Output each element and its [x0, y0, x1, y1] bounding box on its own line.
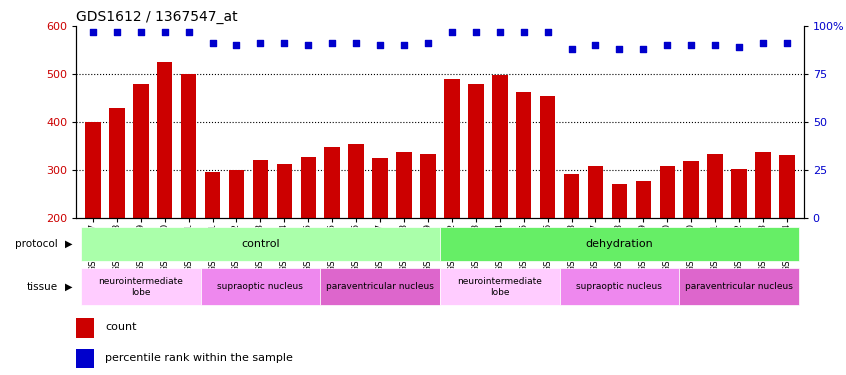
Bar	[559, 268, 679, 305]
Bar	[157, 62, 173, 217]
Bar	[205, 172, 220, 217]
Point	[684, 42, 698, 48]
Bar	[277, 164, 292, 218]
Text: supraoptic nucleus: supraoptic nucleus	[576, 282, 662, 291]
Point	[301, 42, 315, 48]
Point	[349, 40, 363, 46]
Bar	[563, 174, 580, 217]
Point	[565, 46, 579, 52]
Point	[206, 40, 219, 46]
Bar	[372, 158, 387, 218]
Text: protocol: protocol	[15, 239, 58, 249]
Point	[254, 40, 267, 46]
Bar	[468, 84, 484, 218]
Bar	[253, 160, 268, 218]
Point	[589, 42, 602, 48]
Bar	[440, 268, 559, 305]
Text: count: count	[105, 322, 137, 332]
Bar	[516, 92, 531, 218]
Bar	[81, 268, 201, 305]
Text: neurointermediate
lobe: neurointermediate lobe	[98, 277, 184, 297]
Bar	[76, 349, 94, 368]
Point	[110, 29, 124, 35]
Text: paraventricular nucleus: paraventricular nucleus	[685, 282, 793, 291]
Point	[661, 42, 674, 48]
Point	[517, 29, 530, 35]
Point	[445, 29, 459, 35]
Bar	[612, 184, 627, 218]
Bar	[133, 84, 149, 218]
Text: percentile rank within the sample: percentile rank within the sample	[105, 353, 293, 363]
Bar	[540, 96, 555, 218]
Bar	[181, 74, 196, 217]
Point	[780, 40, 794, 46]
Text: ▶: ▶	[65, 239, 73, 249]
Point	[756, 40, 770, 46]
Point	[230, 42, 244, 48]
Bar	[228, 170, 244, 217]
Point	[134, 29, 147, 35]
Bar	[684, 160, 699, 218]
Text: paraventricular nucleus: paraventricular nucleus	[327, 282, 434, 291]
Bar	[635, 181, 651, 218]
Bar	[321, 268, 440, 305]
Text: supraoptic nucleus: supraoptic nucleus	[217, 282, 304, 291]
Bar	[444, 79, 459, 218]
Bar	[396, 152, 412, 217]
Point	[182, 29, 195, 35]
Bar	[300, 157, 316, 218]
Point	[469, 29, 482, 35]
Bar	[325, 147, 340, 218]
Bar	[779, 155, 794, 218]
Point	[733, 44, 746, 50]
Bar	[660, 166, 675, 218]
Point	[708, 42, 722, 48]
Bar	[81, 227, 440, 261]
Bar	[349, 144, 364, 218]
Bar	[109, 108, 124, 218]
Text: neurointermediate
lobe: neurointermediate lobe	[458, 277, 542, 297]
Text: ▶: ▶	[65, 282, 73, 292]
Text: tissue: tissue	[27, 282, 58, 292]
Text: control: control	[241, 239, 280, 249]
Point	[277, 40, 291, 46]
Bar	[85, 122, 101, 218]
Bar	[440, 227, 799, 261]
Point	[158, 29, 172, 35]
Point	[86, 29, 100, 35]
Bar	[588, 166, 603, 218]
Bar	[731, 169, 747, 217]
Point	[373, 42, 387, 48]
Bar	[76, 318, 94, 338]
Point	[421, 40, 435, 46]
Bar	[755, 152, 771, 217]
Point	[398, 42, 411, 48]
Point	[613, 46, 626, 52]
Bar	[420, 154, 436, 218]
Point	[541, 29, 554, 35]
Point	[636, 46, 650, 52]
Bar	[201, 268, 321, 305]
Point	[493, 29, 507, 35]
Bar	[707, 154, 723, 218]
Text: dehydration: dehydration	[585, 239, 653, 249]
Bar	[492, 75, 508, 217]
Bar	[679, 268, 799, 305]
Point	[326, 40, 339, 46]
Text: GDS1612 / 1367547_at: GDS1612 / 1367547_at	[76, 10, 238, 24]
